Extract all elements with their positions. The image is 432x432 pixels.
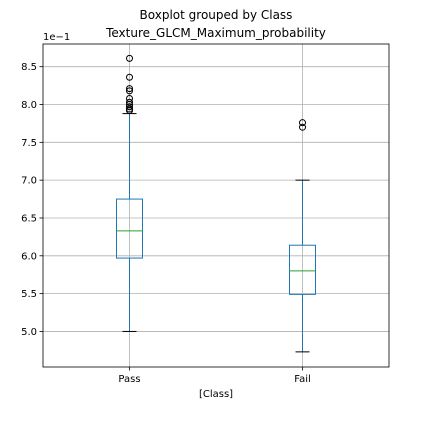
y-tick-label: 8.0 bbox=[21, 100, 37, 111]
y-tick-label: 8.5 bbox=[21, 62, 37, 73]
y-tick-label: 7.5 bbox=[21, 138, 37, 149]
y-tick-label: 5.0 bbox=[21, 327, 37, 338]
chart-title: Texture_GLCM_Maximum_probability bbox=[105, 26, 326, 40]
y-tick-label: 6.0 bbox=[21, 251, 37, 262]
outlier-point bbox=[299, 123, 306, 131]
outlier-point bbox=[126, 103, 133, 111]
y-tick-label: 5.5 bbox=[21, 289, 37, 300]
chart-suptitle: Boxplot grouped by Class bbox=[140, 8, 293, 22]
box-group-fail bbox=[289, 119, 316, 353]
y-offset-label: 1e−1 bbox=[43, 32, 70, 43]
x-axis-label: [Class] bbox=[199, 389, 233, 400]
iqr-box bbox=[289, 244, 316, 295]
outlier-point bbox=[126, 107, 133, 115]
x-tick-label: Fail bbox=[294, 374, 311, 385]
outlier-point bbox=[126, 73, 133, 81]
outlier-point bbox=[126, 85, 133, 93]
outlier-point bbox=[126, 98, 133, 106]
outlier-point bbox=[126, 87, 133, 95]
outlier-point bbox=[126, 54, 133, 62]
box-group-pass bbox=[116, 54, 143, 332]
outlier-point bbox=[299, 119, 306, 127]
y-tick-label: 6.5 bbox=[21, 213, 37, 224]
box-layer bbox=[116, 54, 316, 353]
tick-layer: 5.0 5.5 6.0 6.5 7.0 7.5 8.0 8.5 Pass Fail bbox=[21, 62, 311, 385]
plot-frame bbox=[42, 43, 390, 368]
x-tick-label: Pass bbox=[118, 374, 140, 385]
iqr-box bbox=[116, 198, 143, 259]
y-tick-label: 7.0 bbox=[21, 176, 37, 187]
grid-layer bbox=[43, 44, 389, 367]
